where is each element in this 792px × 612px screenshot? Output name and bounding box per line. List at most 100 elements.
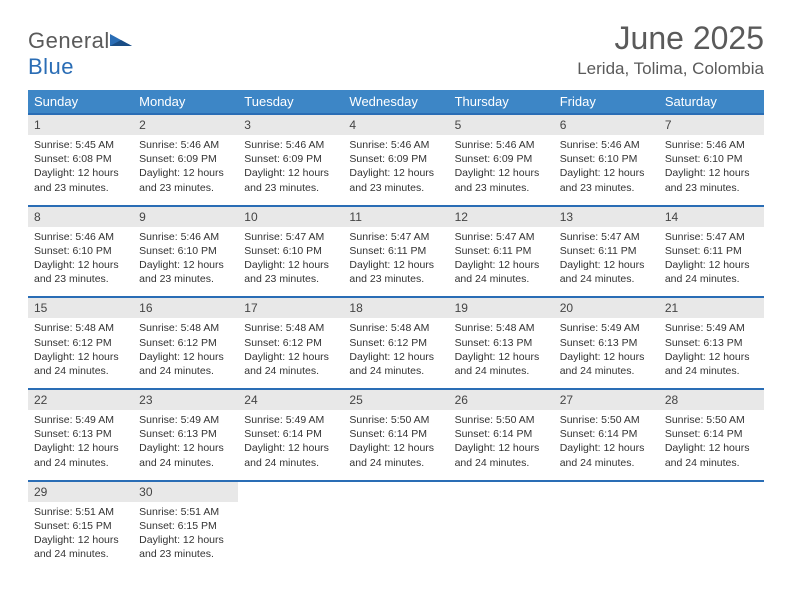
day-info: Sunrise: 5:49 AMSunset: 6:13 PMDaylight:… bbox=[133, 410, 238, 480]
day-cell: 5Sunrise: 5:46 AMSunset: 6:09 PMDaylight… bbox=[449, 114, 554, 206]
sunset-line: Sunset: 6:12 PM bbox=[244, 336, 337, 350]
logo: GeneralBlue bbox=[28, 28, 134, 80]
day-info: Sunrise: 5:47 AMSunset: 6:11 PMDaylight:… bbox=[659, 227, 764, 297]
day-cell: 9Sunrise: 5:46 AMSunset: 6:10 PMDaylight… bbox=[133, 206, 238, 298]
day-number: 14 bbox=[659, 207, 764, 227]
day-info: Sunrise: 5:46 AMSunset: 6:10 PMDaylight:… bbox=[554, 135, 659, 205]
day-cell bbox=[343, 481, 448, 572]
calendar-row: 15Sunrise: 5:48 AMSunset: 6:12 PMDayligh… bbox=[28, 297, 764, 389]
day-info: Sunrise: 5:50 AMSunset: 6:14 PMDaylight:… bbox=[343, 410, 448, 480]
sunset-line: Sunset: 6:12 PM bbox=[349, 336, 442, 350]
day-cell: 29Sunrise: 5:51 AMSunset: 6:15 PMDayligh… bbox=[28, 481, 133, 572]
day-number: 17 bbox=[238, 298, 343, 318]
sunset-line: Sunset: 6:14 PM bbox=[455, 427, 548, 441]
daylight-line: Daylight: 12 hours and 23 minutes. bbox=[34, 166, 127, 194]
calendar-grid: Sunday Monday Tuesday Wednesday Thursday… bbox=[28, 90, 764, 571]
day-cell: 2Sunrise: 5:46 AMSunset: 6:09 PMDaylight… bbox=[133, 114, 238, 206]
sunrise-line: Sunrise: 5:50 AM bbox=[455, 413, 548, 427]
flag-icon bbox=[110, 32, 134, 48]
sunset-line: Sunset: 6:11 PM bbox=[349, 244, 442, 258]
logo-first: General bbox=[28, 28, 110, 53]
day-number: 21 bbox=[659, 298, 764, 318]
weekday-header: Monday bbox=[133, 90, 238, 114]
calendar-row: 22Sunrise: 5:49 AMSunset: 6:13 PMDayligh… bbox=[28, 389, 764, 481]
sunset-line: Sunset: 6:13 PM bbox=[34, 427, 127, 441]
day-number: 19 bbox=[449, 298, 554, 318]
daylight-line: Daylight: 12 hours and 23 minutes. bbox=[139, 166, 232, 194]
day-cell: 27Sunrise: 5:50 AMSunset: 6:14 PMDayligh… bbox=[554, 389, 659, 481]
sunrise-line: Sunrise: 5:46 AM bbox=[349, 138, 442, 152]
sunrise-line: Sunrise: 5:48 AM bbox=[349, 321, 442, 335]
sunrise-line: Sunrise: 5:47 AM bbox=[455, 230, 548, 244]
day-cell: 30Sunrise: 5:51 AMSunset: 6:15 PMDayligh… bbox=[133, 481, 238, 572]
day-cell: 3Sunrise: 5:46 AMSunset: 6:09 PMDaylight… bbox=[238, 114, 343, 206]
day-number: 22 bbox=[28, 390, 133, 410]
day-cell: 13Sunrise: 5:47 AMSunset: 6:11 PMDayligh… bbox=[554, 206, 659, 298]
sunset-line: Sunset: 6:10 PM bbox=[244, 244, 337, 258]
sunrise-line: Sunrise: 5:51 AM bbox=[139, 505, 232, 519]
day-cell: 18Sunrise: 5:48 AMSunset: 6:12 PMDayligh… bbox=[343, 297, 448, 389]
sunset-line: Sunset: 6:09 PM bbox=[244, 152, 337, 166]
day-cell: 14Sunrise: 5:47 AMSunset: 6:11 PMDayligh… bbox=[659, 206, 764, 298]
day-info: Sunrise: 5:50 AMSunset: 6:14 PMDaylight:… bbox=[659, 410, 764, 480]
day-info: Sunrise: 5:48 AMSunset: 6:12 PMDaylight:… bbox=[238, 318, 343, 388]
day-number: 1 bbox=[28, 115, 133, 135]
sunrise-line: Sunrise: 5:46 AM bbox=[34, 230, 127, 244]
day-info: Sunrise: 5:48 AMSunset: 6:12 PMDaylight:… bbox=[343, 318, 448, 388]
day-info: Sunrise: 5:50 AMSunset: 6:14 PMDaylight:… bbox=[449, 410, 554, 480]
daylight-line: Daylight: 12 hours and 23 minutes. bbox=[244, 166, 337, 194]
day-cell bbox=[659, 481, 764, 572]
sunset-line: Sunset: 6:13 PM bbox=[139, 427, 232, 441]
day-info: Sunrise: 5:46 AMSunset: 6:09 PMDaylight:… bbox=[238, 135, 343, 205]
daylight-line: Daylight: 12 hours and 23 minutes. bbox=[244, 258, 337, 286]
daylight-line: Daylight: 12 hours and 23 minutes. bbox=[349, 258, 442, 286]
day-cell: 15Sunrise: 5:48 AMSunset: 6:12 PMDayligh… bbox=[28, 297, 133, 389]
day-cell: 6Sunrise: 5:46 AMSunset: 6:10 PMDaylight… bbox=[554, 114, 659, 206]
weekday-header: Sunday bbox=[28, 90, 133, 114]
day-cell: 17Sunrise: 5:48 AMSunset: 6:12 PMDayligh… bbox=[238, 297, 343, 389]
sunrise-line: Sunrise: 5:51 AM bbox=[34, 505, 127, 519]
sunrise-line: Sunrise: 5:46 AM bbox=[560, 138, 653, 152]
day-info: Sunrise: 5:49 AMSunset: 6:13 PMDaylight:… bbox=[28, 410, 133, 480]
weekday-header: Wednesday bbox=[343, 90, 448, 114]
day-cell: 21Sunrise: 5:49 AMSunset: 6:13 PMDayligh… bbox=[659, 297, 764, 389]
day-number: 28 bbox=[659, 390, 764, 410]
daylight-line: Daylight: 12 hours and 24 minutes. bbox=[665, 350, 758, 378]
sunrise-line: Sunrise: 5:48 AM bbox=[455, 321, 548, 335]
daylight-line: Daylight: 12 hours and 24 minutes. bbox=[349, 350, 442, 378]
day-cell: 10Sunrise: 5:47 AMSunset: 6:10 PMDayligh… bbox=[238, 206, 343, 298]
sunset-line: Sunset: 6:11 PM bbox=[455, 244, 548, 258]
day-cell: 22Sunrise: 5:49 AMSunset: 6:13 PMDayligh… bbox=[28, 389, 133, 481]
sunset-line: Sunset: 6:09 PM bbox=[349, 152, 442, 166]
daylight-line: Daylight: 12 hours and 23 minutes. bbox=[139, 533, 232, 561]
day-cell: 1Sunrise: 5:45 AMSunset: 6:08 PMDaylight… bbox=[28, 114, 133, 206]
daylight-line: Daylight: 12 hours and 24 minutes. bbox=[244, 350, 337, 378]
day-number: 24 bbox=[238, 390, 343, 410]
daylight-line: Daylight: 12 hours and 24 minutes. bbox=[139, 441, 232, 469]
sunset-line: Sunset: 6:13 PM bbox=[455, 336, 548, 350]
calendar-row: 29Sunrise: 5:51 AMSunset: 6:15 PMDayligh… bbox=[28, 481, 764, 572]
day-cell: 24Sunrise: 5:49 AMSunset: 6:14 PMDayligh… bbox=[238, 389, 343, 481]
daylight-line: Daylight: 12 hours and 24 minutes. bbox=[34, 350, 127, 378]
daylight-line: Daylight: 12 hours and 24 minutes. bbox=[455, 441, 548, 469]
sunrise-line: Sunrise: 5:46 AM bbox=[665, 138, 758, 152]
calendar-page: GeneralBlue June 2025 Lerida, Tolima, Co… bbox=[0, 0, 792, 591]
day-info: Sunrise: 5:49 AMSunset: 6:13 PMDaylight:… bbox=[659, 318, 764, 388]
daylight-line: Daylight: 12 hours and 24 minutes. bbox=[560, 258, 653, 286]
sunrise-line: Sunrise: 5:47 AM bbox=[665, 230, 758, 244]
day-info: Sunrise: 5:49 AMSunset: 6:13 PMDaylight:… bbox=[554, 318, 659, 388]
daylight-line: Daylight: 12 hours and 24 minutes. bbox=[455, 258, 548, 286]
sunset-line: Sunset: 6:10 PM bbox=[665, 152, 758, 166]
sunset-line: Sunset: 6:15 PM bbox=[34, 519, 127, 533]
day-number: 27 bbox=[554, 390, 659, 410]
sunset-line: Sunset: 6:11 PM bbox=[560, 244, 653, 258]
day-number: 26 bbox=[449, 390, 554, 410]
day-info: Sunrise: 5:46 AMSunset: 6:09 PMDaylight:… bbox=[449, 135, 554, 205]
day-cell: 26Sunrise: 5:50 AMSunset: 6:14 PMDayligh… bbox=[449, 389, 554, 481]
daylight-line: Daylight: 12 hours and 24 minutes. bbox=[560, 350, 653, 378]
day-cell: 23Sunrise: 5:49 AMSunset: 6:13 PMDayligh… bbox=[133, 389, 238, 481]
sunset-line: Sunset: 6:14 PM bbox=[665, 427, 758, 441]
sunrise-line: Sunrise: 5:47 AM bbox=[560, 230, 653, 244]
day-info: Sunrise: 5:48 AMSunset: 6:12 PMDaylight:… bbox=[133, 318, 238, 388]
sunset-line: Sunset: 6:09 PM bbox=[455, 152, 548, 166]
